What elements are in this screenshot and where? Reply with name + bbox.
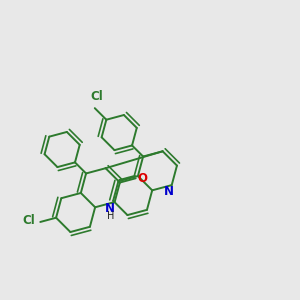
Text: O: O [137, 172, 147, 185]
Text: Cl: Cl [22, 214, 35, 227]
Text: Cl: Cl [90, 90, 103, 103]
Text: N: N [164, 185, 174, 198]
Text: N: N [105, 202, 115, 215]
Text: H: H [106, 211, 114, 221]
